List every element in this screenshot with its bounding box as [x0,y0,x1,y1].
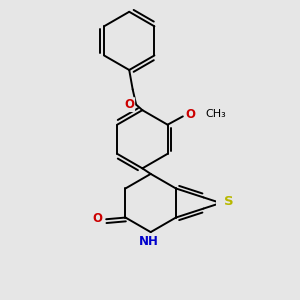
Text: O: O [185,108,195,121]
Text: O: O [92,212,102,225]
Text: NH: NH [139,235,159,248]
Text: O: O [124,98,134,111]
Text: S: S [224,195,234,208]
Text: CH₃: CH₃ [205,109,226,119]
